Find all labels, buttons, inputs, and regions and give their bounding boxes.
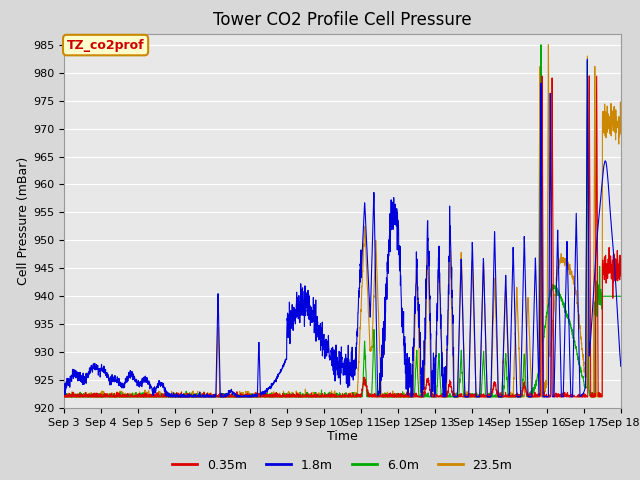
X-axis label: Time: Time (327, 431, 358, 444)
Y-axis label: Cell Pressure (mBar): Cell Pressure (mBar) (17, 156, 30, 285)
Title: Tower CO2 Profile Cell Pressure: Tower CO2 Profile Cell Pressure (213, 11, 472, 29)
Legend: 0.35m, 1.8m, 6.0m, 23.5m: 0.35m, 1.8m, 6.0m, 23.5m (167, 454, 518, 477)
Text: TZ_co2prof: TZ_co2prof (67, 38, 145, 51)
